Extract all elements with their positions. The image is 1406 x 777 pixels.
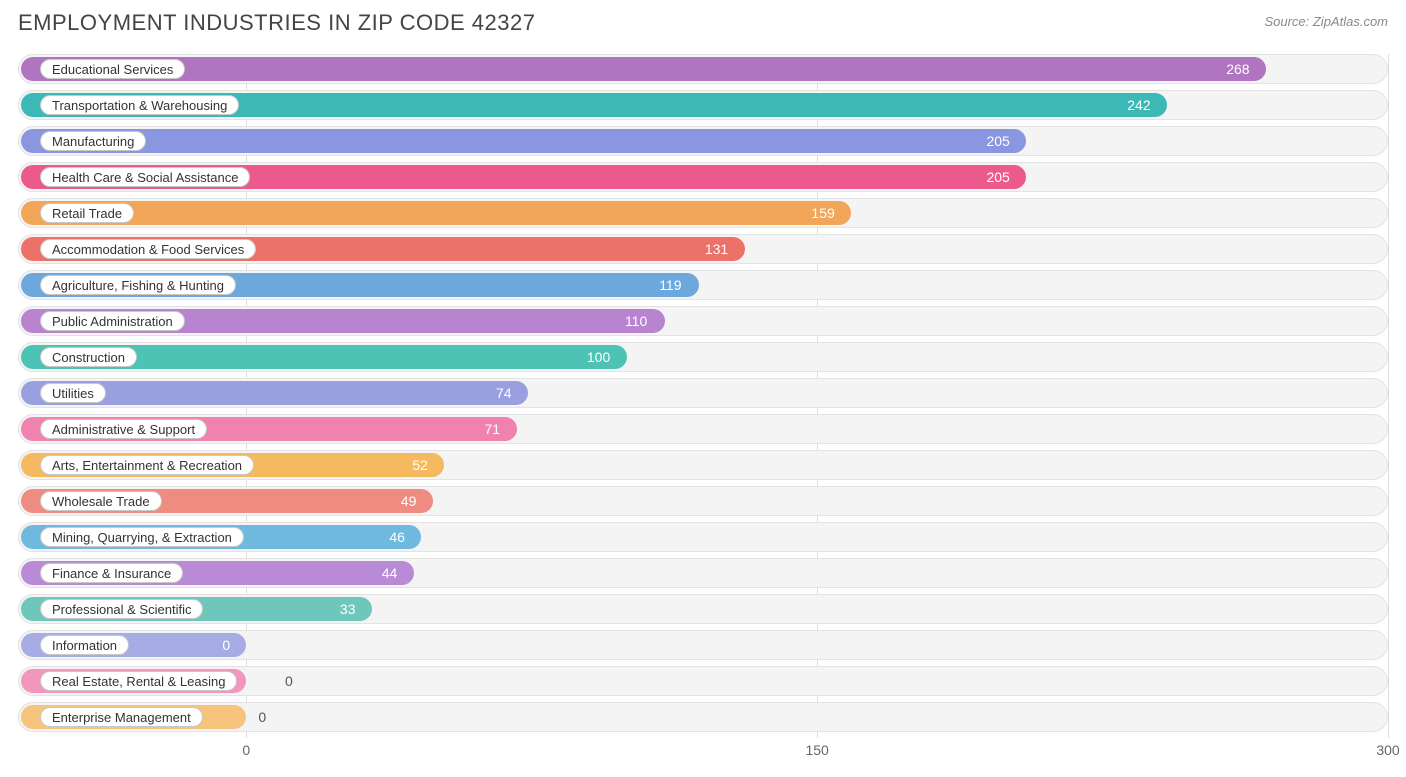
axis-tick: 0 bbox=[242, 742, 250, 758]
category-label: Enterprise Management bbox=[40, 707, 203, 727]
bar-row: Manufacturing 205 bbox=[18, 126, 1388, 156]
value-label: 0 bbox=[222, 630, 230, 660]
gridline bbox=[1388, 54, 1389, 738]
value-label: 0 bbox=[285, 666, 293, 696]
bar-row: Agriculture, Fishing & Hunting 119 bbox=[18, 270, 1388, 300]
value-label: 74 bbox=[496, 378, 512, 408]
bar-row: Construction 100 bbox=[18, 342, 1388, 372]
category-label: Transportation & Warehousing bbox=[40, 95, 239, 115]
category-label: Mining, Quarrying, & Extraction bbox=[40, 527, 244, 547]
value-label: 159 bbox=[811, 198, 834, 228]
chart-area: Educational Services 268 Transportation & … bbox=[18, 54, 1388, 738]
category-label: Construction bbox=[40, 347, 137, 367]
value-label: 52 bbox=[412, 450, 428, 480]
plot: Educational Services 268 Transportation & … bbox=[18, 54, 1388, 738]
bar-row: Wholesale Trade 49 bbox=[18, 486, 1388, 516]
category-label: Wholesale Trade bbox=[40, 491, 162, 511]
bar bbox=[21, 129, 1026, 153]
value-label: 205 bbox=[986, 162, 1009, 192]
category-label: Agriculture, Fishing & Hunting bbox=[40, 275, 236, 295]
bar-row: Accommodation & Food Services 131 bbox=[18, 234, 1388, 264]
category-label: Health Care & Social Assistance bbox=[40, 167, 250, 187]
category-label: Public Administration bbox=[40, 311, 185, 331]
value-label: 268 bbox=[1226, 54, 1249, 84]
value-label: 119 bbox=[659, 270, 681, 300]
category-label: Educational Services bbox=[40, 59, 185, 79]
axis-tick: 300 bbox=[1376, 742, 1399, 758]
header: EMPLOYMENT INDUSTRIES IN ZIP CODE 42327 … bbox=[18, 10, 1388, 36]
bar-row: Health Care & Social Assistance 205 bbox=[18, 162, 1388, 192]
bar-row: Arts, Entertainment & Recreation 52 bbox=[18, 450, 1388, 480]
value-label: 100 bbox=[587, 342, 610, 372]
value-label: 242 bbox=[1127, 90, 1150, 120]
bar-row: Real Estate, Rental & Leasing 0 bbox=[18, 666, 1388, 696]
category-label: Finance & Insurance bbox=[40, 563, 183, 583]
bar bbox=[21, 201, 851, 225]
value-label: 44 bbox=[382, 558, 398, 588]
category-label: Accommodation & Food Services bbox=[40, 239, 256, 259]
category-label: Real Estate, Rental & Leasing bbox=[40, 671, 237, 691]
bar-row: Administrative & Support 71 bbox=[18, 414, 1388, 444]
axis-tick: 150 bbox=[805, 742, 828, 758]
bar bbox=[21, 57, 1266, 81]
chart-source: Source: ZipAtlas.com bbox=[1264, 10, 1388, 29]
bar-row: Public Administration 110 bbox=[18, 306, 1388, 336]
category-label: Information bbox=[40, 635, 129, 655]
x-axis: 0150300 bbox=[18, 742, 1388, 762]
chart-container: EMPLOYMENT INDUSTRIES IN ZIP CODE 42327 … bbox=[0, 0, 1406, 777]
value-label: 110 bbox=[625, 306, 647, 336]
bar-row: Finance & Insurance 44 bbox=[18, 558, 1388, 588]
bar-row: Mining, Quarrying, & Extraction 46 bbox=[18, 522, 1388, 552]
value-label: 33 bbox=[340, 594, 356, 624]
category-label: Manufacturing bbox=[40, 131, 146, 151]
value-label: 71 bbox=[485, 414, 501, 444]
category-label: Administrative & Support bbox=[40, 419, 207, 439]
value-label: 49 bbox=[401, 486, 417, 516]
value-label: 0 bbox=[258, 702, 266, 732]
bar-row: Retail Trade 159 bbox=[18, 198, 1388, 228]
bar-row: Transportation & Warehousing 242 bbox=[18, 90, 1388, 120]
value-label: 46 bbox=[389, 522, 405, 552]
bar-row: Enterprise Management 0 bbox=[18, 702, 1388, 732]
bar-row: Educational Services 268 bbox=[18, 54, 1388, 84]
value-label: 131 bbox=[705, 234, 728, 264]
bar-row: Utilities 74 bbox=[18, 378, 1388, 408]
value-label: 205 bbox=[986, 126, 1009, 156]
category-label: Professional & Scientific bbox=[40, 599, 203, 619]
bar-row: Information 0 bbox=[18, 630, 1388, 660]
bar-row: Professional & Scientific 33 bbox=[18, 594, 1388, 624]
category-label: Retail Trade bbox=[40, 203, 134, 223]
category-label: Arts, Entertainment & Recreation bbox=[40, 455, 254, 475]
chart-title: EMPLOYMENT INDUSTRIES IN ZIP CODE 42327 bbox=[18, 10, 536, 36]
category-label: Utilities bbox=[40, 383, 106, 403]
